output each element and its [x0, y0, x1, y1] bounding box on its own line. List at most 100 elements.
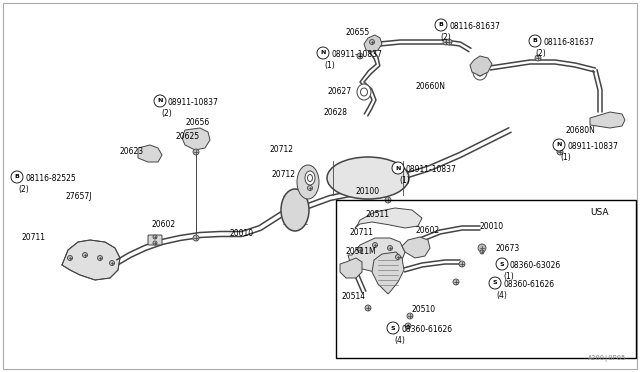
Text: 20712: 20712 [269, 145, 293, 154]
Text: S: S [390, 326, 396, 330]
Circle shape [109, 260, 115, 266]
Text: N: N [556, 142, 562, 148]
Polygon shape [348, 238, 405, 272]
Circle shape [307, 186, 312, 190]
Circle shape [557, 149, 563, 155]
FancyBboxPatch shape [148, 235, 162, 245]
Ellipse shape [305, 171, 315, 185]
Text: 08360-61626: 08360-61626 [503, 280, 554, 289]
Circle shape [153, 235, 157, 239]
Polygon shape [470, 56, 492, 76]
Circle shape [193, 235, 199, 241]
Text: (4): (4) [394, 336, 405, 345]
Circle shape [153, 241, 157, 245]
Ellipse shape [327, 157, 409, 199]
Text: 08116-81637: 08116-81637 [543, 38, 594, 47]
Text: 20673: 20673 [495, 244, 519, 253]
Text: USA: USA [590, 208, 609, 217]
Circle shape [443, 39, 449, 45]
Text: 20623: 20623 [120, 147, 144, 156]
Text: N: N [396, 166, 401, 170]
Text: 20100: 20100 [356, 187, 380, 196]
Text: (1): (1) [324, 61, 335, 70]
Circle shape [529, 35, 541, 47]
Ellipse shape [473, 64, 487, 80]
Text: 20656: 20656 [186, 118, 211, 127]
Polygon shape [182, 128, 210, 150]
Text: (1): (1) [503, 272, 514, 281]
Circle shape [478, 244, 486, 252]
Circle shape [83, 253, 88, 257]
Text: 20712: 20712 [271, 170, 295, 179]
Polygon shape [355, 208, 422, 228]
Polygon shape [372, 252, 404, 294]
Circle shape [11, 171, 23, 183]
Text: 20602: 20602 [152, 220, 176, 229]
Bar [336, 200, 636, 358]
Circle shape [459, 261, 465, 267]
Circle shape [372, 243, 378, 247]
Text: 20602: 20602 [415, 226, 439, 235]
Text: 08116-81637: 08116-81637 [449, 22, 500, 31]
Text: (4): (4) [496, 291, 507, 300]
Text: 20010: 20010 [480, 222, 504, 231]
Polygon shape [402, 237, 430, 258]
Text: 20660N: 20660N [415, 82, 445, 91]
Circle shape [553, 139, 565, 151]
Text: B: B [15, 174, 19, 180]
Circle shape [453, 279, 459, 285]
Text: 20510: 20510 [412, 305, 436, 314]
Circle shape [97, 256, 102, 260]
Circle shape [358, 247, 362, 253]
Circle shape [535, 55, 541, 61]
Text: 20711: 20711 [350, 228, 374, 237]
Text: S: S [500, 262, 504, 266]
Circle shape [365, 305, 371, 311]
Text: (2): (2) [535, 49, 546, 58]
Circle shape [317, 47, 329, 59]
Circle shape [407, 313, 413, 319]
Circle shape [193, 149, 199, 155]
Ellipse shape [357, 84, 371, 100]
Circle shape [392, 162, 404, 174]
Ellipse shape [360, 88, 367, 96]
Text: 20511: 20511 [365, 210, 389, 219]
Circle shape [387, 246, 392, 250]
Circle shape [385, 197, 391, 203]
Text: 20627: 20627 [327, 87, 351, 96]
Text: 08116-82525: 08116-82525 [25, 174, 76, 183]
Text: 20711: 20711 [22, 233, 46, 242]
Text: 20514: 20514 [342, 292, 366, 301]
Text: 20628: 20628 [323, 108, 347, 117]
Text: 20680N: 20680N [565, 126, 595, 135]
Text: 08360-63026: 08360-63026 [510, 261, 561, 270]
Ellipse shape [307, 174, 312, 182]
Circle shape [489, 277, 501, 289]
Text: S: S [493, 280, 497, 285]
Circle shape [154, 95, 166, 107]
Text: (2): (2) [440, 33, 451, 42]
Ellipse shape [477, 68, 483, 76]
Text: B: B [438, 22, 444, 28]
Polygon shape [62, 240, 120, 280]
Ellipse shape [297, 165, 319, 199]
Circle shape [446, 39, 452, 45]
Text: 08911-10837: 08911-10837 [331, 50, 382, 59]
Polygon shape [138, 145, 162, 162]
Text: 27657J: 27657J [65, 192, 92, 201]
Text: 08911-10837: 08911-10837 [567, 142, 618, 151]
Circle shape [496, 258, 508, 270]
Ellipse shape [281, 189, 309, 231]
Circle shape [480, 250, 484, 254]
Circle shape [357, 53, 363, 59]
Circle shape [387, 322, 399, 334]
Text: 20511M: 20511M [345, 247, 376, 256]
Polygon shape [364, 35, 382, 52]
Text: 08360-61626: 08360-61626 [401, 325, 452, 334]
Circle shape [435, 19, 447, 31]
Circle shape [396, 254, 401, 260]
Text: N: N [157, 99, 163, 103]
Polygon shape [590, 112, 625, 128]
Text: (1): (1) [399, 176, 410, 185]
Text: (2): (2) [18, 185, 29, 194]
